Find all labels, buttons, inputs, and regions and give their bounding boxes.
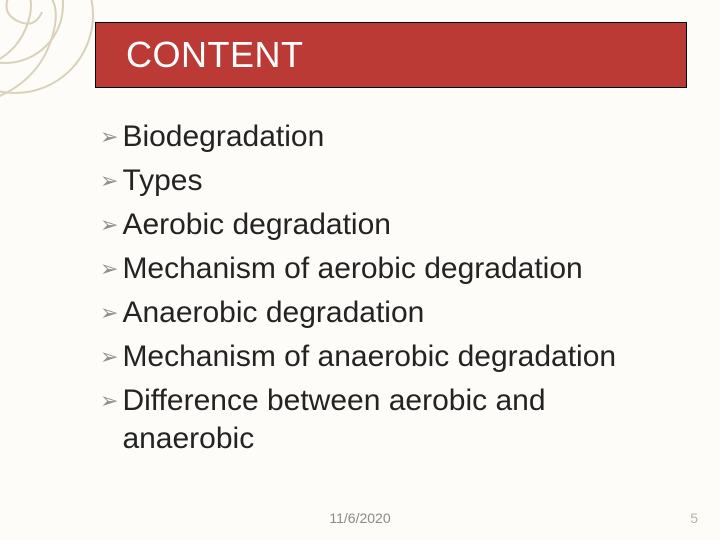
bullet-icon: ➢ (100, 162, 118, 200)
footer-date: 11/6/2020 (0, 510, 720, 526)
title-box: CONTENT (95, 22, 687, 88)
list-item-text: Mechanism of aerobic degradation (122, 250, 582, 288)
list-item-text: Mechanism of anaerobic degradation (122, 338, 616, 376)
bullet-icon: ➢ (100, 294, 118, 332)
bullet-icon: ➢ (100, 250, 118, 288)
list-item-text: Difference between aerobic and anaerobic (122, 382, 660, 458)
list-item: ➢ Biodegradation (100, 118, 660, 156)
content-list: ➢ Biodegradation ➢ Types ➢ Aerobic degra… (100, 118, 660, 464)
list-item: ➢ Aerobic degradation (100, 206, 660, 244)
list-item: ➢ Types (100, 162, 660, 200)
list-item-text: Anaerobic degradation (122, 294, 424, 332)
bullet-icon: ➢ (100, 206, 118, 244)
list-item: ➢ Anaerobic degradation (100, 294, 660, 332)
bullet-icon: ➢ (100, 118, 118, 156)
footer-page-number: 5 (690, 510, 698, 526)
list-item-text: Types (122, 162, 202, 200)
list-item-text: Aerobic degradation (122, 206, 391, 244)
list-item: ➢ Mechanism of anaerobic degradation (100, 338, 660, 376)
list-item-text: Biodegradation (122, 118, 324, 156)
slide-title: CONTENT (126, 34, 304, 76)
bullet-icon: ➢ (100, 338, 118, 376)
list-item: ➢ Mechanism of aerobic degradation (100, 250, 660, 288)
bullet-icon: ➢ (100, 382, 118, 420)
list-item: ➢ Difference between aerobic and anaerob… (100, 382, 660, 458)
